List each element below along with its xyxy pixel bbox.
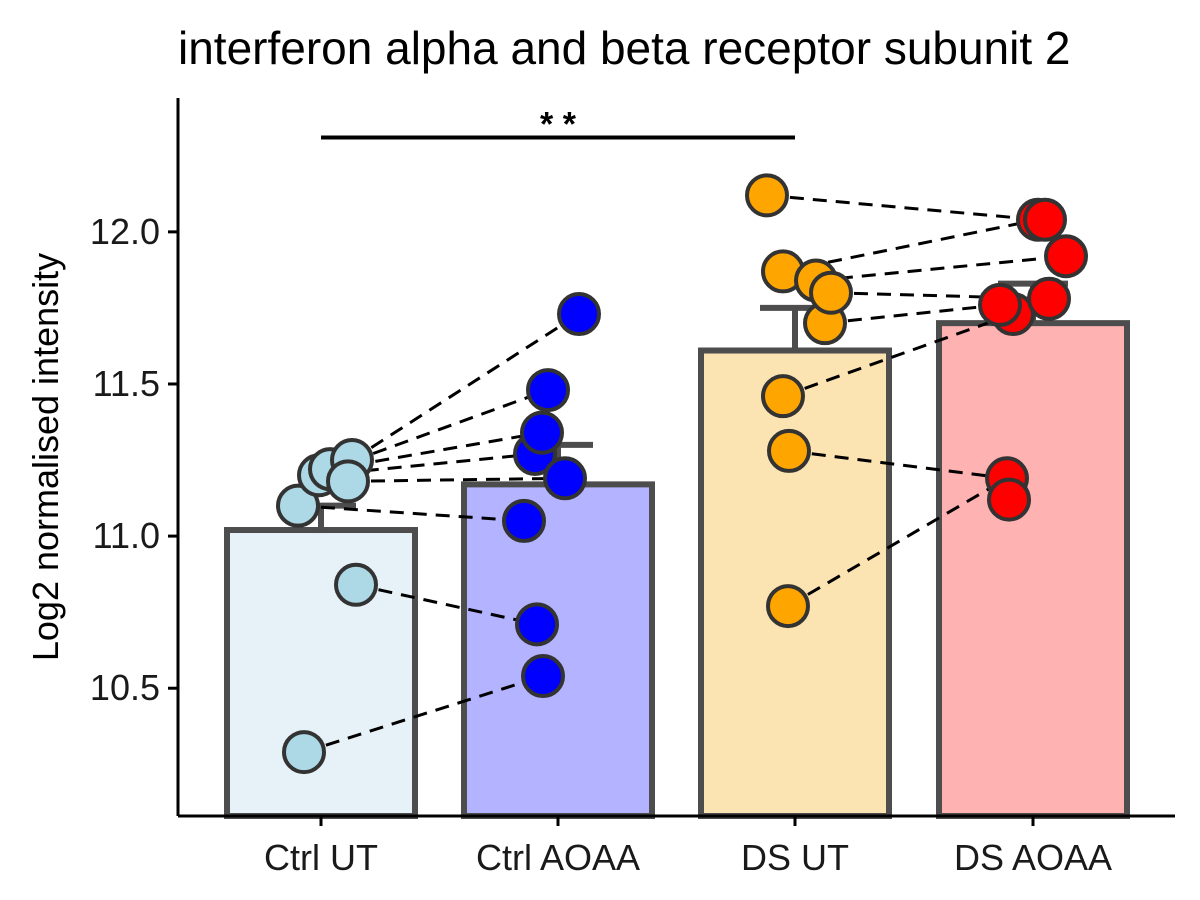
data-point	[326, 459, 370, 504]
y-axis-title: Log2 normalised intensity	[25, 253, 66, 661]
pair-line	[303, 674, 544, 754]
y-tick-label: 11.0	[93, 515, 160, 556]
data-point	[978, 282, 1022, 327]
data-point	[766, 584, 810, 629]
pair-line	[782, 218, 1039, 273]
x-tick-label: DS AOAA	[954, 837, 1112, 878]
pair-line	[815, 254, 1067, 283]
pair-line	[766, 193, 1039, 222]
data-point	[767, 428, 811, 473]
x-tick-label: DS UT	[741, 837, 849, 878]
bar-ctrl-aoaa	[461, 481, 655, 819]
data-point	[276, 483, 320, 528]
bar-ctrl-ut	[224, 527, 418, 820]
chart-title: interferon alpha and beta receptor subun…	[178, 22, 1071, 74]
data-point	[543, 456, 587, 501]
data-point	[1027, 276, 1071, 321]
y-tick-label: 11.5	[93, 363, 160, 404]
data-point	[502, 498, 546, 543]
pair-line	[824, 303, 1001, 325]
pair-line	[787, 477, 1008, 608]
pair-line	[830, 291, 1050, 301]
pair-line	[355, 583, 538, 626]
significance-label: * *	[540, 106, 577, 144]
data-point	[282, 730, 326, 775]
bar-ds-ut	[698, 347, 892, 819]
pair-line	[782, 312, 1014, 398]
data-point	[334, 562, 378, 607]
data-point	[1023, 197, 1067, 242]
x-tick-label: Ctrl AOAA	[476, 837, 640, 878]
data-point	[761, 374, 805, 419]
pair-line	[297, 504, 525, 523]
pair-line	[329, 388, 549, 471]
data-point	[987, 477, 1031, 522]
data-point	[521, 654, 565, 699]
data-point	[745, 173, 789, 218]
data-point	[557, 292, 601, 337]
data-point	[520, 410, 564, 455]
data-point	[809, 270, 853, 315]
x-tick-label: Ctrl UT	[264, 837, 378, 878]
bar-ds-aoaa	[936, 320, 1130, 819]
data-point	[526, 368, 570, 413]
pair-line	[788, 449, 1008, 480]
pair-line	[347, 476, 566, 483]
plot-area: 10.5 11.0 11.5 12.0 Ctrl UT Ctrl AOAA DS UT DS …	[90, 98, 1175, 878]
data-point	[1044, 234, 1088, 279]
y-tick-label: 10.5	[90, 667, 160, 708]
data-point	[515, 602, 559, 647]
y-tick-label: 12.0	[90, 211, 160, 252]
